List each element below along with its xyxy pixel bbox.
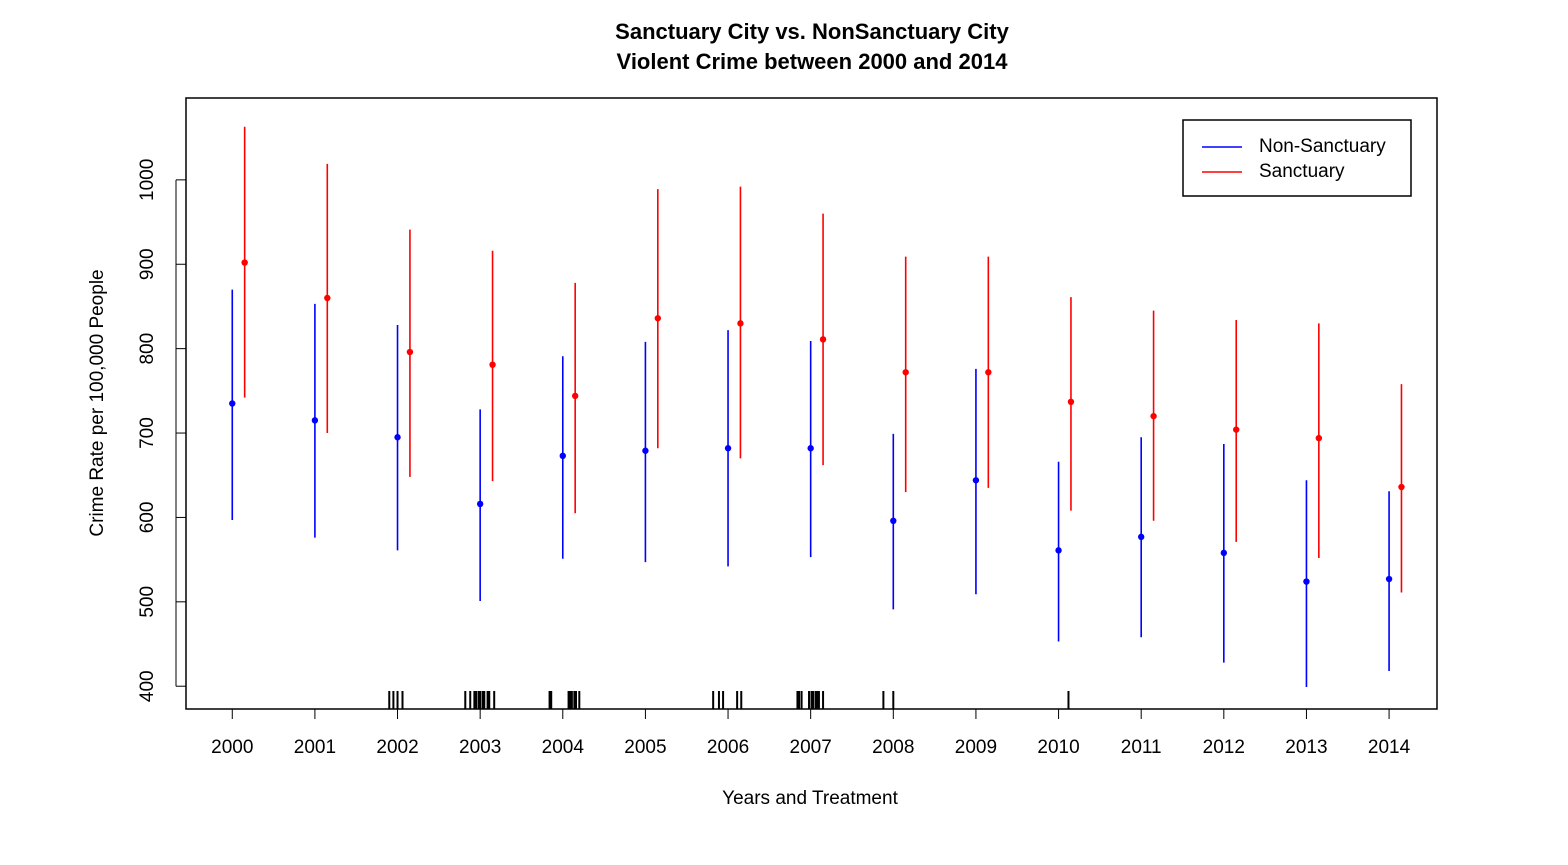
point	[1398, 483, 1405, 491]
x-tick-label: 2011	[1121, 737, 1162, 758]
point	[476, 500, 484, 508]
x-tick-label: 2013	[1285, 737, 1327, 758]
point	[1315, 434, 1323, 442]
point	[241, 259, 248, 266]
x-tick-label: 2010	[1037, 737, 1079, 758]
point	[807, 445, 814, 452]
x-tick-label: 2009	[955, 737, 997, 758]
point	[559, 452, 566, 460]
point	[654, 315, 662, 322]
y-tick-label: 500	[137, 586, 158, 618]
chart-title: Sanctuary City vs. NonSanctuary City	[615, 19, 1009, 44]
x-tick-label: 2005	[624, 737, 666, 758]
x-tick-label: 2000	[211, 737, 253, 758]
point	[1303, 578, 1310, 585]
y-tick-label: 700	[137, 417, 158, 449]
point	[724, 445, 732, 452]
y-tick-label: 800	[137, 333, 158, 365]
y-tick-label: 1000	[137, 159, 158, 201]
x-tick-label: 2001	[294, 737, 336, 758]
point	[1385, 575, 1393, 583]
y-tick-label: 400	[137, 670, 158, 702]
point	[1150, 412, 1157, 420]
point	[324, 294, 331, 302]
point	[902, 369, 909, 376]
x-tick-label: 2012	[1203, 737, 1245, 758]
point	[489, 361, 496, 368]
point	[819, 336, 827, 343]
x-tick-label: 2003	[459, 737, 501, 758]
legend-box	[1182, 119, 1412, 197]
legend-label: Sanctuary	[1259, 161, 1345, 182]
x-tick-label: 2004	[542, 737, 585, 758]
point	[1067, 398, 1075, 406]
x-tick-label: 2006	[707, 737, 749, 758]
x-tick-label: 2014	[1368, 737, 1411, 758]
chart-title: Violent Crime between 2000 and 2014	[617, 49, 1009, 74]
point	[985, 369, 992, 376]
x-tick-label: 2002	[376, 737, 418, 758]
point	[1055, 547, 1062, 554]
point	[311, 417, 319, 424]
point	[229, 400, 236, 407]
point	[1220, 549, 1228, 557]
point	[972, 477, 980, 484]
x-tick-label: 2007	[790, 737, 832, 758]
legend-label: Non-Sanctuary	[1259, 136, 1386, 157]
point	[1137, 533, 1145, 541]
point	[642, 447, 649, 454]
y-tick-label: 900	[137, 248, 158, 280]
y-tick-label: 600	[137, 502, 158, 534]
point	[406, 348, 414, 356]
x-axis-label: Years and Treatment	[722, 788, 898, 809]
y-axis-label: Crime Rate per 100,000 People	[87, 269, 108, 536]
point	[890, 517, 897, 525]
point	[394, 434, 401, 441]
point	[737, 320, 744, 327]
point	[571, 392, 579, 400]
x-tick-label: 2008	[872, 737, 914, 758]
point	[1233, 426, 1240, 433]
